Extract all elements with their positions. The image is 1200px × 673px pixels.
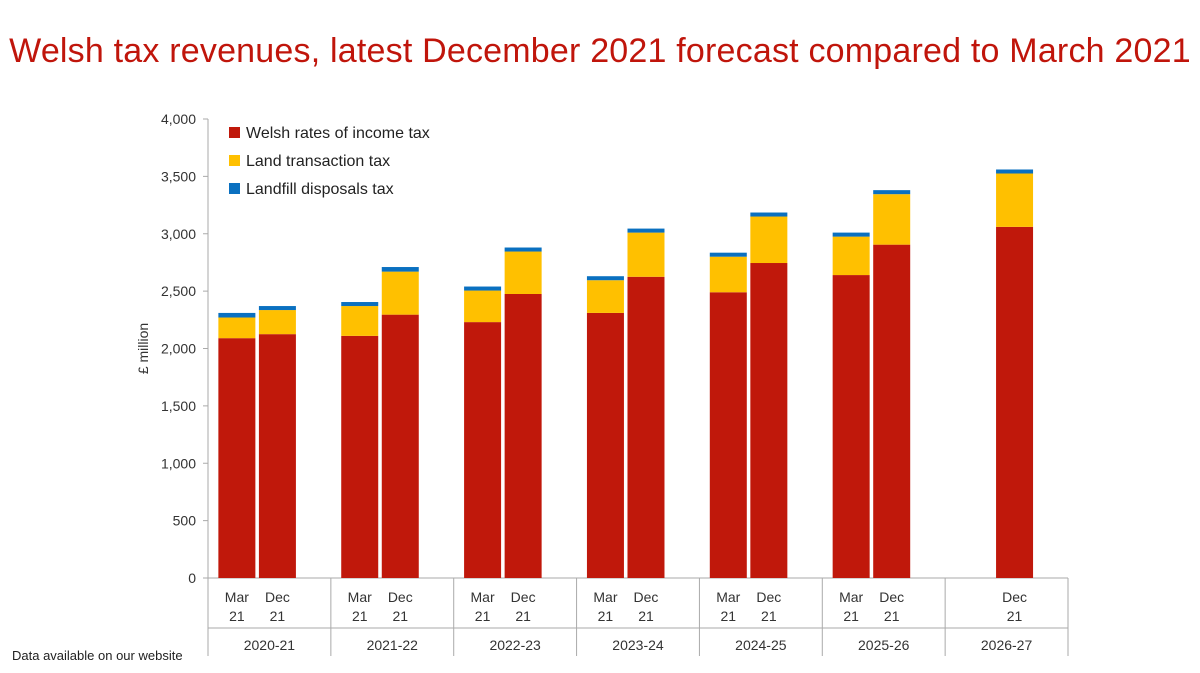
bar-label: Mar: [593, 589, 617, 605]
bar-segment: [873, 244, 911, 578]
bar-segment: [996, 173, 1034, 227]
footnote: Data available on our website: [12, 648, 183, 663]
bar-label: 21: [352, 608, 368, 624]
chart-title: Welsh tax revenues, latest December 2021…: [9, 32, 1191, 70]
bar-segment: [996, 169, 1034, 174]
bar-segment: [341, 306, 379, 336]
y-tick-label: 1,000: [161, 455, 196, 471]
bar-segment: [709, 252, 747, 257]
bar-segment: [464, 290, 502, 323]
bar-label: 21: [475, 608, 491, 624]
bar-segment: [504, 247, 542, 252]
bar-label: Dec: [756, 589, 781, 605]
group-label: 2026-27: [981, 637, 1033, 653]
bar-segment: [627, 232, 665, 277]
bar-label: 21: [392, 608, 408, 624]
bar-segment: [464, 322, 502, 578]
bar-segment: [750, 263, 788, 578]
legend-label: Land transaction tax: [246, 153, 390, 170]
y-tick-label: 3,500: [161, 168, 196, 184]
bar-label: 21: [721, 608, 737, 624]
bar-label: 21: [598, 608, 614, 624]
bar-segment: [832, 275, 870, 578]
y-tick-label: 2,500: [161, 283, 196, 299]
bar-label: Dec: [511, 589, 536, 605]
y-tick-label: 1,500: [161, 398, 196, 414]
bar-label: 21: [515, 608, 531, 624]
bar-segment: [504, 251, 542, 294]
bar-label: Dec: [879, 589, 904, 605]
group-label: 2020-21: [244, 637, 296, 653]
bar-segment: [381, 271, 419, 315]
legend-label: Landfill disposals tax: [246, 181, 394, 198]
y-tick-label: 3,000: [161, 226, 196, 242]
bar-segment: [258, 310, 296, 335]
bar-segment: [258, 334, 296, 578]
bar-label: Mar: [716, 589, 740, 605]
group-label: 2022-23: [489, 637, 541, 653]
bar-segment: [504, 293, 542, 578]
bar-label: Mar: [348, 589, 372, 605]
bar-segment: [218, 312, 256, 318]
bar-label: 21: [1007, 608, 1023, 624]
bar-segment: [832, 232, 870, 237]
bar-segment: [586, 312, 624, 578]
bar-segment: [709, 256, 747, 293]
y-axis-label: £ million: [135, 323, 151, 374]
bar-label: Dec: [265, 589, 290, 605]
bar-label: 21: [843, 608, 859, 624]
bar-segment: [258, 306, 296, 311]
group-label: 2025-26: [858, 637, 910, 653]
bar-label: 21: [270, 608, 286, 624]
bar-label: Dec: [1002, 589, 1027, 605]
bar-label: Dec: [388, 589, 413, 605]
group-label: 2024-25: [735, 637, 787, 653]
bar-segment: [341, 302, 379, 307]
bar-label: Mar: [471, 589, 495, 605]
bar-label: 21: [229, 608, 245, 624]
bar-label: 21: [638, 608, 654, 624]
bar-segment: [750, 212, 788, 217]
bar-label: 21: [761, 608, 777, 624]
bar-segment: [218, 317, 256, 339]
bar-segment: [381, 314, 419, 578]
bar-segment: [627, 228, 665, 233]
y-tick-label: 500: [173, 513, 197, 529]
bar-segment: [750, 216, 788, 264]
legend-label: Welsh rates of income tax: [246, 125, 430, 142]
bar-segment: [586, 276, 624, 281]
bar-segment: [996, 226, 1034, 579]
bar-segment: [586, 280, 624, 313]
bar-segment: [873, 194, 911, 245]
bar-segment: [341, 335, 379, 578]
legend-swatch: [229, 155, 240, 166]
group-label: 2023-24: [612, 637, 664, 653]
y-tick-label: 0: [188, 570, 196, 586]
legend-swatch: [229, 183, 240, 194]
bar-segment: [627, 276, 665, 578]
bar-label: Dec: [634, 589, 659, 605]
bar-label: Mar: [839, 589, 863, 605]
y-tick-label: 4,000: [161, 111, 196, 127]
bar-segment: [832, 236, 870, 276]
bar-label: Mar: [225, 589, 249, 605]
bar-segment: [873, 190, 911, 195]
bar-segment: [218, 338, 256, 578]
legend-swatch: [229, 127, 240, 138]
group-label: 2021-22: [367, 637, 419, 653]
bar-segment: [381, 267, 419, 272]
bar-label: 21: [884, 608, 900, 624]
bar-segment: [464, 286, 502, 291]
bar-segment: [709, 292, 747, 578]
y-tick-label: 2,000: [161, 341, 196, 357]
